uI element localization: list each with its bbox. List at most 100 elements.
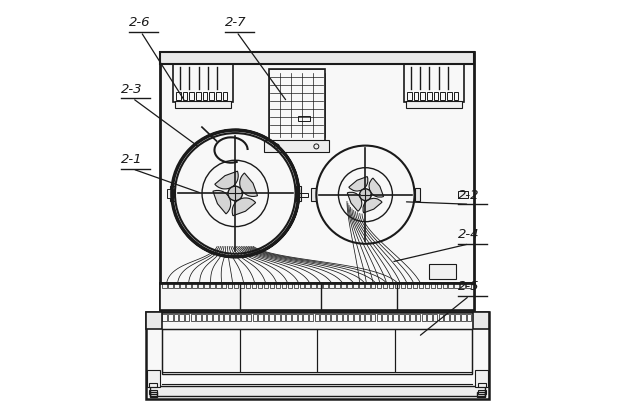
Bar (169, 282, 173, 288)
Bar (196, 92, 201, 100)
Bar (376, 314, 381, 321)
Bar (478, 390, 486, 394)
Wedge shape (347, 192, 362, 211)
Bar (258, 314, 263, 321)
Bar (460, 282, 465, 288)
Bar (401, 282, 405, 288)
Bar (196, 314, 201, 321)
Bar (407, 282, 412, 288)
Bar (450, 314, 454, 321)
Wedge shape (232, 198, 256, 216)
Bar (183, 92, 187, 100)
Bar (454, 92, 458, 100)
Bar (222, 92, 228, 100)
Bar (213, 314, 218, 321)
Bar (434, 92, 438, 100)
Bar (365, 282, 369, 288)
Bar (431, 282, 435, 288)
Wedge shape (349, 176, 368, 191)
Bar (269, 314, 274, 321)
Bar (176, 92, 181, 100)
Bar (394, 314, 398, 321)
Bar (317, 329, 395, 372)
Bar (234, 282, 238, 288)
Bar (437, 282, 441, 288)
Bar (224, 314, 229, 321)
Bar (323, 282, 328, 288)
Bar (174, 282, 179, 288)
Bar (263, 282, 268, 288)
Bar (240, 329, 317, 372)
Bar (219, 314, 223, 321)
Bar (264, 140, 329, 152)
Bar (241, 314, 246, 321)
Bar (413, 282, 417, 288)
Circle shape (228, 186, 242, 201)
Circle shape (360, 189, 371, 201)
Bar (162, 329, 240, 372)
Bar (427, 92, 431, 100)
Bar (258, 282, 262, 288)
Bar (473, 312, 489, 329)
Bar (270, 282, 274, 288)
Bar (247, 314, 251, 321)
Bar (252, 282, 256, 288)
Bar (454, 282, 459, 288)
Bar (162, 314, 167, 321)
Bar (440, 92, 445, 100)
Bar (276, 282, 280, 288)
Bar (428, 314, 432, 321)
Bar (447, 92, 451, 100)
Bar (287, 314, 291, 321)
Bar (149, 390, 157, 394)
Bar (253, 314, 257, 321)
Wedge shape (215, 171, 238, 189)
Wedge shape (213, 191, 231, 214)
Bar (429, 264, 456, 279)
Bar (383, 282, 387, 288)
Bar (210, 282, 215, 288)
Bar (335, 282, 340, 288)
Text: 2-5: 2-5 (458, 280, 479, 293)
Bar (343, 314, 347, 321)
Bar (478, 383, 486, 387)
Bar (216, 282, 221, 288)
Bar (167, 189, 173, 198)
Bar (406, 101, 462, 108)
Bar (467, 314, 471, 321)
Bar (407, 92, 412, 100)
Bar (160, 52, 474, 310)
Bar (309, 314, 313, 321)
Bar (210, 92, 214, 100)
Bar (160, 283, 474, 310)
Text: 2-7: 2-7 (225, 16, 246, 29)
Bar (449, 282, 453, 288)
Text: 2-3: 2-3 (121, 83, 142, 96)
Text: 2-6: 2-6 (129, 16, 151, 29)
Bar (395, 329, 472, 372)
Bar (216, 92, 221, 100)
Bar (228, 282, 233, 288)
Bar (329, 282, 334, 288)
Bar (168, 314, 172, 321)
Bar (296, 186, 301, 201)
Bar (173, 64, 233, 102)
Bar (180, 282, 185, 288)
Wedge shape (240, 173, 258, 196)
Bar (240, 282, 244, 288)
Bar (192, 282, 197, 288)
Bar (348, 314, 353, 321)
Bar (395, 282, 399, 288)
Bar (347, 282, 352, 288)
Bar (303, 314, 308, 321)
Bar (175, 101, 231, 108)
Bar (410, 314, 415, 321)
Bar (162, 329, 472, 374)
Bar (187, 282, 191, 288)
Bar (399, 314, 404, 321)
Bar (294, 282, 298, 288)
Bar (422, 314, 426, 321)
Text: 2-4: 2-4 (458, 228, 479, 241)
Bar (354, 314, 358, 321)
Text: 2-2: 2-2 (458, 189, 479, 202)
